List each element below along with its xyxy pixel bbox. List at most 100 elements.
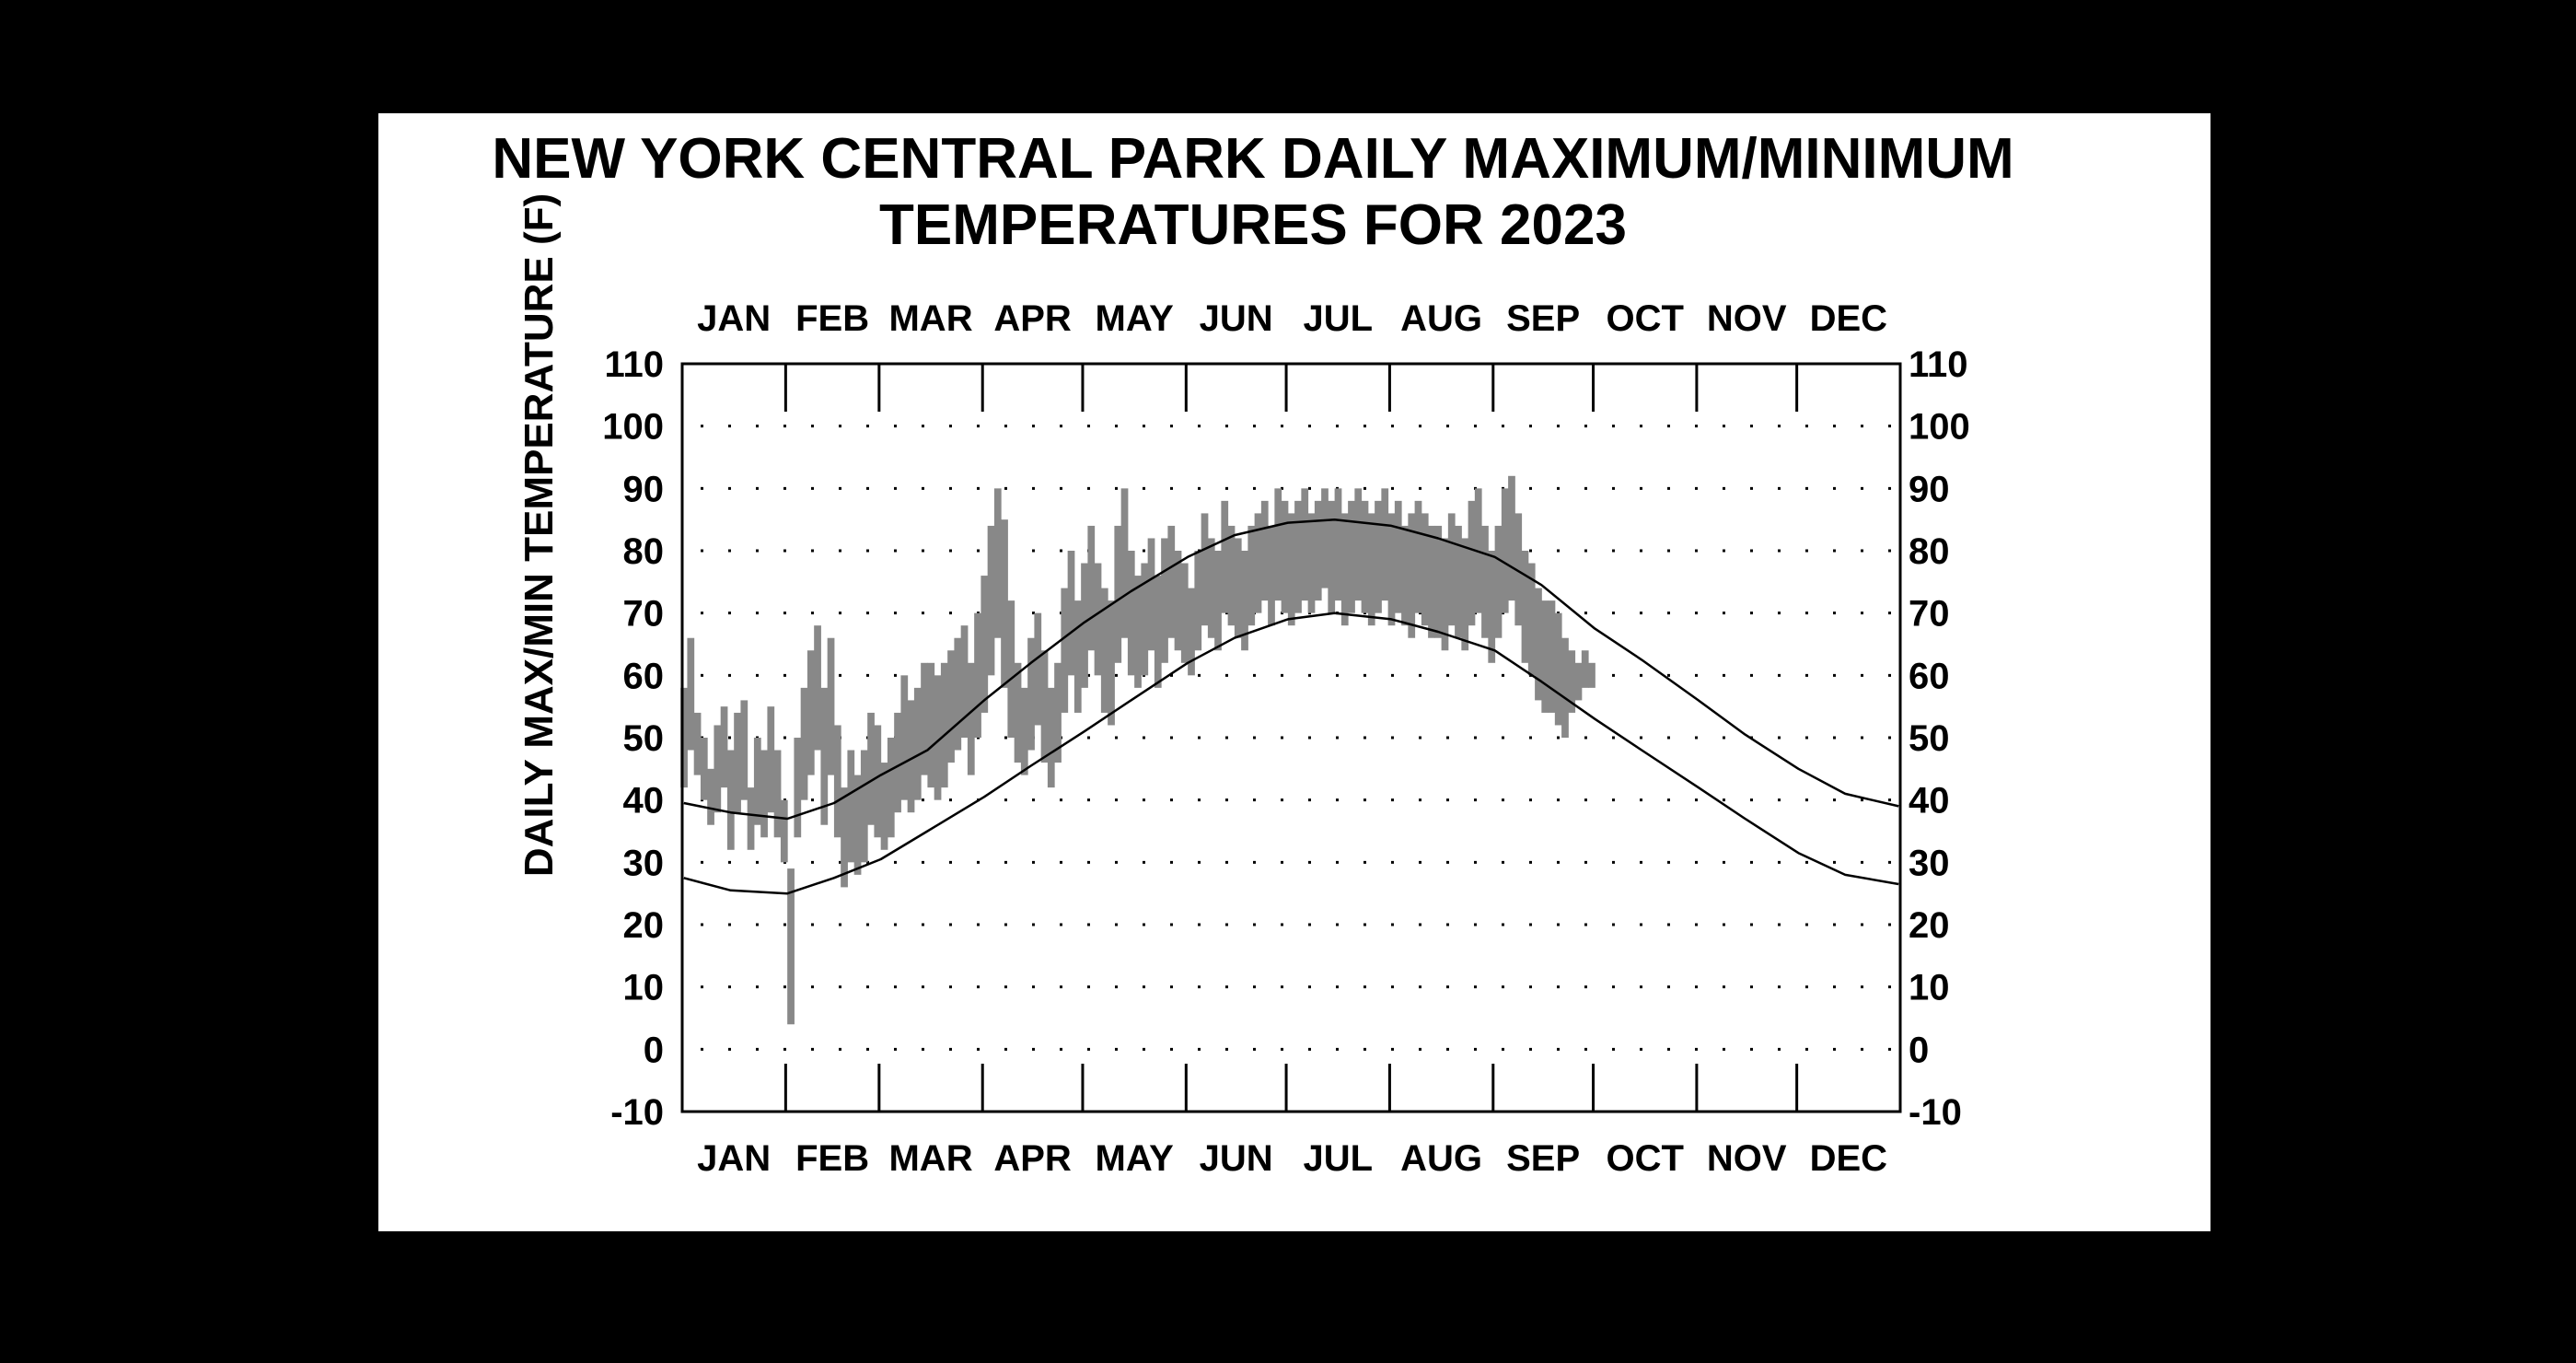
month-label-bottom: AUG (1400, 1138, 1482, 1179)
axis-ticks (783, 364, 1799, 1112)
y-tick-label-left: 80 (623, 531, 665, 572)
observed-day-bar (1561, 637, 1569, 738)
observed-day-bar (900, 675, 909, 800)
y-tick-label-left: 50 (623, 718, 665, 759)
observed-day-bar (1207, 538, 1215, 638)
month-label-bottom: JUN (1200, 1138, 1273, 1179)
y-tick-label-right: 80 (1909, 531, 1950, 572)
y-tick-label-right: 70 (1909, 594, 1950, 635)
observed-day-bar (1194, 551, 1202, 651)
observed-day-bar (1120, 488, 1129, 638)
observed-day-bar (1348, 500, 1355, 613)
observed-day-bar (1554, 612, 1562, 726)
observed-day-bar (1100, 588, 1108, 713)
observed-day-bar (1414, 500, 1422, 613)
observed-day-bar (1087, 525, 1096, 651)
observed-day-bar (693, 712, 702, 775)
month-label-bottom: MAR (888, 1138, 972, 1179)
y-axis-label: DAILY MAX/MIN TEMPERATURE (F) (516, 193, 562, 877)
observed-day-bar (874, 725, 882, 838)
observed-series (680, 475, 1595, 1025)
month-label-bottom: OCT (1606, 1138, 1683, 1179)
month-label-bottom: JAN (697, 1138, 771, 1179)
y-tick-label-left: 40 (623, 781, 665, 821)
observed-day-bar (887, 738, 895, 838)
observed-day-bar (806, 650, 815, 775)
observed-day-bar (1061, 588, 1069, 713)
observed-day-bar (1328, 500, 1336, 613)
observed-day-bar (1574, 662, 1583, 701)
observed-day-bar (867, 712, 875, 825)
observed-day-bar (913, 687, 922, 800)
observed-day-bar (780, 799, 788, 863)
observed-day-bar (841, 787, 848, 888)
observed-day-bar (720, 706, 728, 788)
observed-day-bar (760, 750, 768, 838)
observed-day-bar (847, 750, 855, 863)
observed-day-bar (1227, 525, 1236, 626)
month-label-bottom: JUL (1303, 1138, 1373, 1179)
month-label-top: OCT (1606, 298, 1683, 339)
observed-day-bar (880, 763, 888, 850)
observed-day-bar (787, 868, 795, 1025)
y-tick-label-right: 20 (1909, 905, 1950, 946)
observed-day-bar (1254, 513, 1262, 613)
grid (701, 425, 1897, 1051)
observed-day-bar (1114, 525, 1122, 663)
y-tick-label-right: 50 (1909, 718, 1950, 759)
y-tick-label-left: 60 (623, 656, 665, 696)
observed-day-bar (767, 706, 775, 813)
month-label-bottom: NOV (1707, 1138, 1787, 1179)
observed-day-bar (967, 662, 975, 775)
month-label-top: MAR (888, 298, 972, 339)
observed-day-bar (714, 725, 722, 813)
observed-day-bar (1468, 500, 1476, 626)
observed-day-bar (1375, 500, 1382, 613)
observed-day-bar (753, 738, 761, 825)
observed-day-bar (700, 738, 708, 800)
observed-day-bar (1001, 519, 1008, 688)
y-tick-label-right: 30 (1909, 843, 1950, 883)
observed-day-bar (1127, 551, 1135, 676)
observed-day-bar (1527, 563, 1536, 676)
y-tick-label-right: 60 (1909, 656, 1950, 696)
observed-day-bar (993, 488, 1002, 638)
y-tick-label-left: 10 (623, 968, 665, 1008)
month-label-top: AUG (1400, 298, 1482, 339)
observed-day-bar (1514, 513, 1523, 626)
normals-series (683, 518, 1899, 895)
observed-day-bar (800, 687, 808, 800)
observed-day-bar (1581, 650, 1589, 688)
observed-day-bar (1174, 551, 1182, 651)
observed-day-bar (1367, 513, 1375, 626)
chart-subtitle: TEMPERATURES FOR 2023 (879, 193, 1627, 257)
normal-low-line (683, 612, 1899, 895)
observed-day-bar (1394, 500, 1402, 613)
observed-day-bar (1541, 600, 1549, 713)
observed-day-bar (1354, 488, 1363, 601)
month-label-top: FEB (795, 298, 869, 339)
observed-day-bar (1455, 525, 1462, 638)
observed-day-bar (1314, 500, 1322, 601)
observed-day-bar (1447, 513, 1456, 626)
month-label-top: NOV (1707, 298, 1787, 339)
chart-title: NEW YORK CENTRAL PARK DAILY MAXIMUM/MINI… (492, 127, 2013, 191)
observed-day-bar (1521, 551, 1529, 663)
observed-day-bar (1188, 588, 1195, 676)
y-tick-label-right: 10 (1909, 968, 1950, 1008)
observed-day-bar (1421, 513, 1429, 626)
month-label-top: JUN (1200, 298, 1273, 339)
observed-day-bar (1408, 513, 1416, 638)
observed-day-bar (921, 662, 928, 775)
observed-day-bar (680, 687, 688, 788)
observed-day-bar (1154, 576, 1162, 688)
month-label-top: JUL (1303, 298, 1373, 339)
observed-day-bar (1073, 600, 1082, 713)
observed-day-bar (773, 750, 782, 838)
month-label-bottom: MAY (1096, 1138, 1175, 1179)
observed-day-bar (1588, 662, 1595, 688)
observed-day-bar (1260, 500, 1269, 601)
observed-day-bar (947, 650, 955, 763)
month-label-bottom: APR (993, 1138, 1072, 1179)
observed-day-bar (1287, 513, 1295, 626)
